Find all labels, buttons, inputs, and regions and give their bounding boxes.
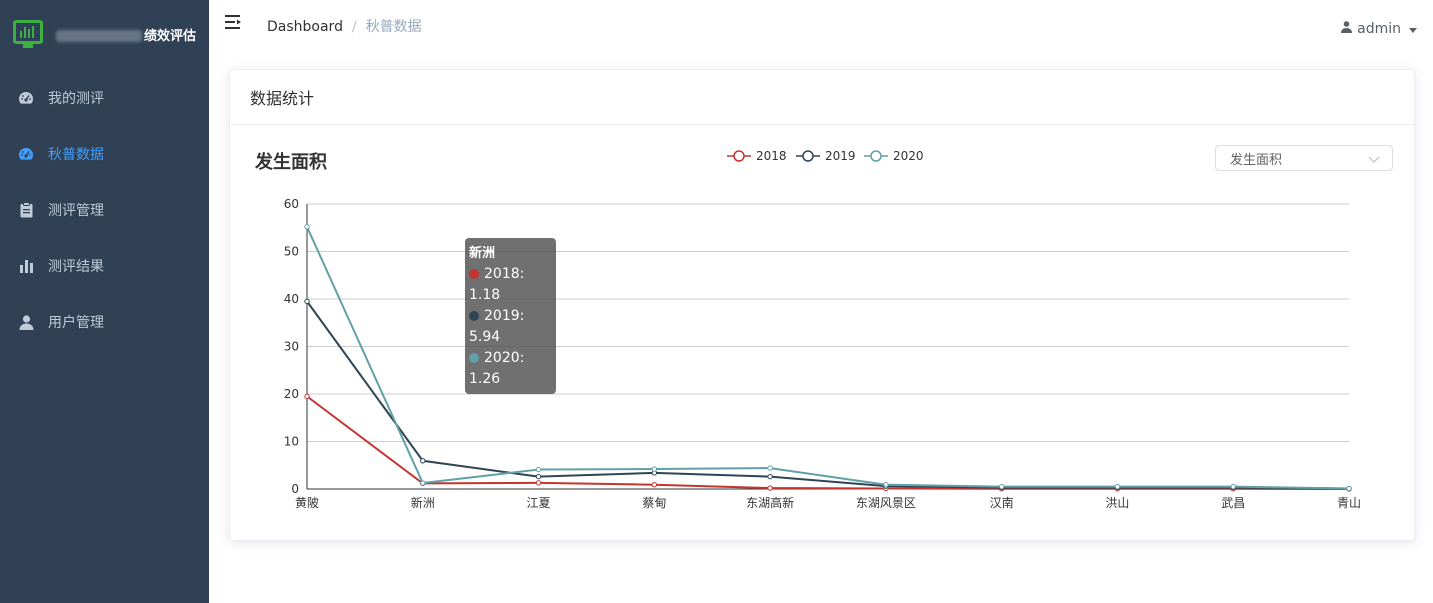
y-tick-label: 60 [284, 197, 299, 211]
logo-redacted-text [56, 30, 142, 42]
breadcrumb: Dashboard / 秋普数据 [267, 16, 422, 36]
tooltip-row-2019: 2019: 5.94 [469, 306, 552, 348]
card-header: 数据统计 [230, 70, 1414, 125]
sidebar-item-evaluation-management[interactable]: 测评管理 [0, 182, 209, 238]
sidebar-item-label: 秋普数据 [48, 147, 104, 163]
user-icon [1341, 21, 1353, 37]
dashboard-gauge-icon [18, 90, 34, 106]
metric-select[interactable]: 发生面积 [1215, 145, 1393, 171]
series-dot-icon [469, 311, 479, 321]
data-point-2019 [304, 298, 310, 305]
data-point-2019 [420, 458, 426, 464]
tooltip-row-2018: 2018: 1.18 [469, 264, 552, 306]
data-point-2020 [535, 466, 542, 473]
user-icon [18, 314, 34, 330]
y-tick-label: 50 [284, 245, 299, 259]
logo-chart-icon [13, 20, 43, 48]
series-dot-icon [469, 353, 479, 363]
bar-chart-icon [18, 258, 34, 274]
clipboard-icon [18, 202, 34, 218]
y-tick-label: 30 [284, 340, 299, 354]
x-tick-label: 蔡甸 [642, 496, 666, 510]
y-tick-label: 20 [284, 387, 299, 401]
legend-circle-icon [733, 150, 745, 162]
series-line-2020 [306, 226, 1350, 490]
data-point-2018 [767, 485, 773, 491]
data-point-2019 [535, 473, 542, 480]
legend-label: 2019 [825, 149, 856, 163]
legend-label: 2018 [756, 149, 787, 163]
breadcrumb-separator: / [351, 19, 357, 35]
data-point-2018 [651, 482, 658, 488]
series-line-2018 [306, 395, 1350, 490]
data-point-2019 [767, 473, 773, 480]
breadcrumb-dashboard-link[interactable]: Dashboard [267, 19, 343, 35]
dashboard-gauge-icon [18, 146, 34, 162]
app-title: 绩效评估 [144, 28, 197, 44]
data-point-2020 [1114, 483, 1121, 490]
y-tick-label: 0 [291, 482, 299, 496]
sidebar-item-label: 测评结果 [48, 259, 104, 275]
chevron-down-icon [1368, 153, 1380, 168]
x-tick-label: 江夏 [527, 496, 551, 510]
data-statistics-card: 数据统计 发生面积 发生面积 0 10 20 30 40 50 60 黄陂 新洲 江夏 蔡甸 东湖高新… [229, 69, 1415, 541]
sidebar: 绩效评估 我的测评 秋普数据 测评管理 测评结果 用户管理 [0, 0, 209, 603]
tooltip-value: 2018: 1.18 [469, 266, 525, 303]
data-point-2018 [304, 393, 310, 400]
x-tick-label: 新洲 [411, 495, 435, 510]
legend-circle-icon [870, 150, 882, 162]
y-tick-label: 40 [284, 292, 299, 306]
breadcrumb-current: 秋普数据 [365, 19, 422, 35]
metric-select-value: 发生面积 [1230, 152, 1283, 168]
user-dropdown[interactable]: admin [1341, 21, 1417, 37]
tooltip-value: 2019: 5.94 [469, 308, 525, 345]
data-point-2020 [767, 465, 773, 471]
username: admin [1357, 21, 1401, 37]
x-tick-label: 青山 [1337, 496, 1361, 510]
sidebar-item-label: 用户管理 [48, 315, 104, 331]
caret-down-icon [1409, 21, 1417, 37]
hamburger-menu-icon[interactable] [225, 14, 245, 34]
data-point-2020 [998, 483, 1005, 490]
sidebar-item-my-evaluation[interactable]: 我的测评 [0, 70, 209, 126]
data-point-2020 [420, 480, 426, 486]
x-tick-label: 洪山 [1105, 496, 1129, 510]
series-line-2019 [306, 300, 1350, 490]
tooltip-row-2020: 2020: 1.26 [469, 348, 552, 390]
chart-tooltip: 新洲 2018: 1.18 2019: 5.94 2020: 1.26 [465, 238, 556, 394]
sidebar-item-evaluation-results[interactable]: 测评结果 [0, 238, 209, 294]
chart-title: 发生面积 [255, 152, 327, 173]
x-tick-label: 东湖高新 [746, 495, 794, 510]
sidebar-item-autumn-data[interactable]: 秋普数据 [0, 126, 209, 182]
tooltip-value: 2020: 1.26 [469, 350, 525, 387]
legend-label: 2020 [893, 149, 924, 163]
sidebar-item-user-management[interactable]: 用户管理 [0, 294, 209, 350]
y-tick-label: 10 [284, 435, 299, 449]
data-point-2020 [1230, 483, 1236, 490]
data-point-2020 [651, 466, 658, 472]
tooltip-title: 新洲 [469, 246, 496, 261]
x-tick-label: 汉南 [990, 495, 1014, 510]
legend-circle-icon [802, 150, 814, 162]
top-navbar: Dashboard / 秋普数据 admin [209, 0, 1433, 50]
sidebar-item-label: 我的测评 [48, 91, 104, 107]
data-point-2020 [883, 482, 889, 488]
x-tick-label: 武昌 [1221, 496, 1245, 510]
series-dot-icon [469, 269, 479, 279]
data-point-2020 [304, 224, 310, 230]
x-tick-label: 黄陂 [295, 495, 319, 510]
data-point-2020 [1346, 485, 1352, 492]
sidebar-item-label: 测评管理 [48, 203, 104, 219]
data-point-2018 [535, 480, 542, 486]
x-tick-label: 东湖风景区 [856, 495, 916, 510]
logo: 绩效评估 [12, 16, 196, 52]
